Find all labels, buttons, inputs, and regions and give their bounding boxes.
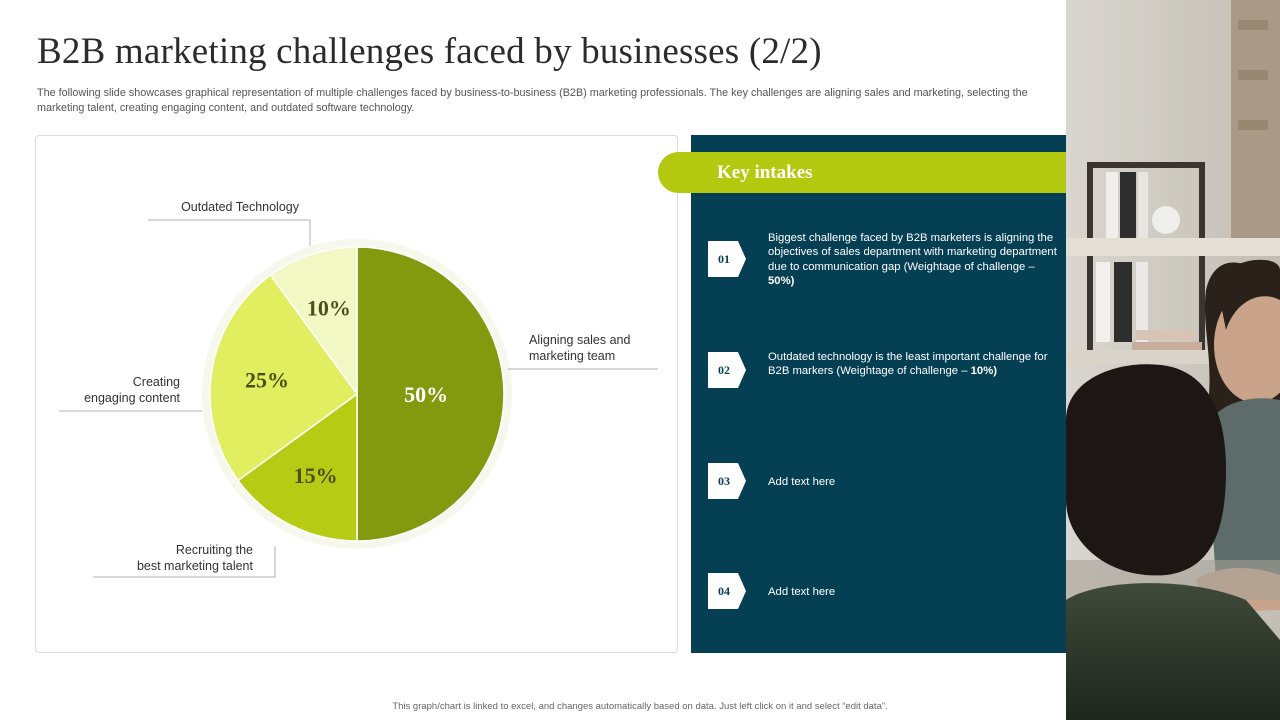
pie-value-label: 15% <box>294 463 338 488</box>
pie-chart[interactable]: 50% Aligning sales and marketing team 15% Re… <box>36 136 677 652</box>
leader-line <box>93 546 276 578</box>
item-text: Outdated technology is the least importa… <box>768 350 1060 379</box>
item-text-body: Biggest challenge faced by B2B marketers… <box>768 232 1057 273</box>
pie-slice[interactable] <box>209 274 359 482</box>
pie-slice[interactable] <box>237 392 358 542</box>
item-number-badge: 04 <box>708 573 746 609</box>
pie-slice[interactable] <box>356 246 505 542</box>
item-text-body: Add text here <box>768 476 836 488</box>
item-number: 04 <box>718 584 730 598</box>
footer-note: This graph/chart is linked to excel, and… <box>392 701 888 712</box>
pie-category-label: engaging content <box>84 391 180 405</box>
pie-category-label: Aligning sales and <box>529 333 631 347</box>
pie-value-label: 50% <box>404 382 448 407</box>
item-text: Add text here <box>768 475 1060 489</box>
item-number-badge: 03 <box>708 463 746 499</box>
pie-value-label: 25% <box>245 368 289 393</box>
office-photo <box>1066 0 1280 720</box>
item-number-badge: 01 <box>708 241 746 277</box>
pie-category-label: best marketing talent <box>137 559 254 573</box>
chart-panel: 50% Aligning sales and marketing team 15% Re… <box>35 135 678 653</box>
key-intakes-banner: Key intakes <box>658 152 1066 193</box>
item-number: 01 <box>718 252 730 266</box>
key-intakes-title: Key intakes <box>717 162 813 183</box>
pie-value-label: 10% <box>307 295 351 320</box>
item-text-emphasis: 50%) <box>768 275 795 288</box>
page-title: B2B marketing challenges faced by busine… <box>37 31 822 72</box>
pie-category-label: marketing team <box>529 349 615 363</box>
pie-category-label: Outdated Technology <box>181 200 300 214</box>
item-text-body: Add text here <box>768 586 836 598</box>
pie-category-label: Recruiting the <box>176 543 253 557</box>
pie-category-label: Creating <box>133 375 180 389</box>
item-number: 03 <box>718 474 730 488</box>
item-text: Biggest challenge faced by B2B marketers… <box>768 231 1060 289</box>
item-text-emphasis: 10%) <box>970 365 997 378</box>
key-intakes-panel <box>691 135 1066 653</box>
item-text: Add text here <box>768 585 1060 599</box>
item-text-body: Outdated technology is the least importa… <box>768 351 1048 378</box>
item-number: 02 <box>718 363 730 377</box>
pie-slice[interactable] <box>269 246 358 397</box>
item-number-badge: 02 <box>708 352 746 388</box>
leader-line <box>148 219 311 246</box>
page-subtitle: The following slide showcases graphical … <box>37 87 1028 114</box>
